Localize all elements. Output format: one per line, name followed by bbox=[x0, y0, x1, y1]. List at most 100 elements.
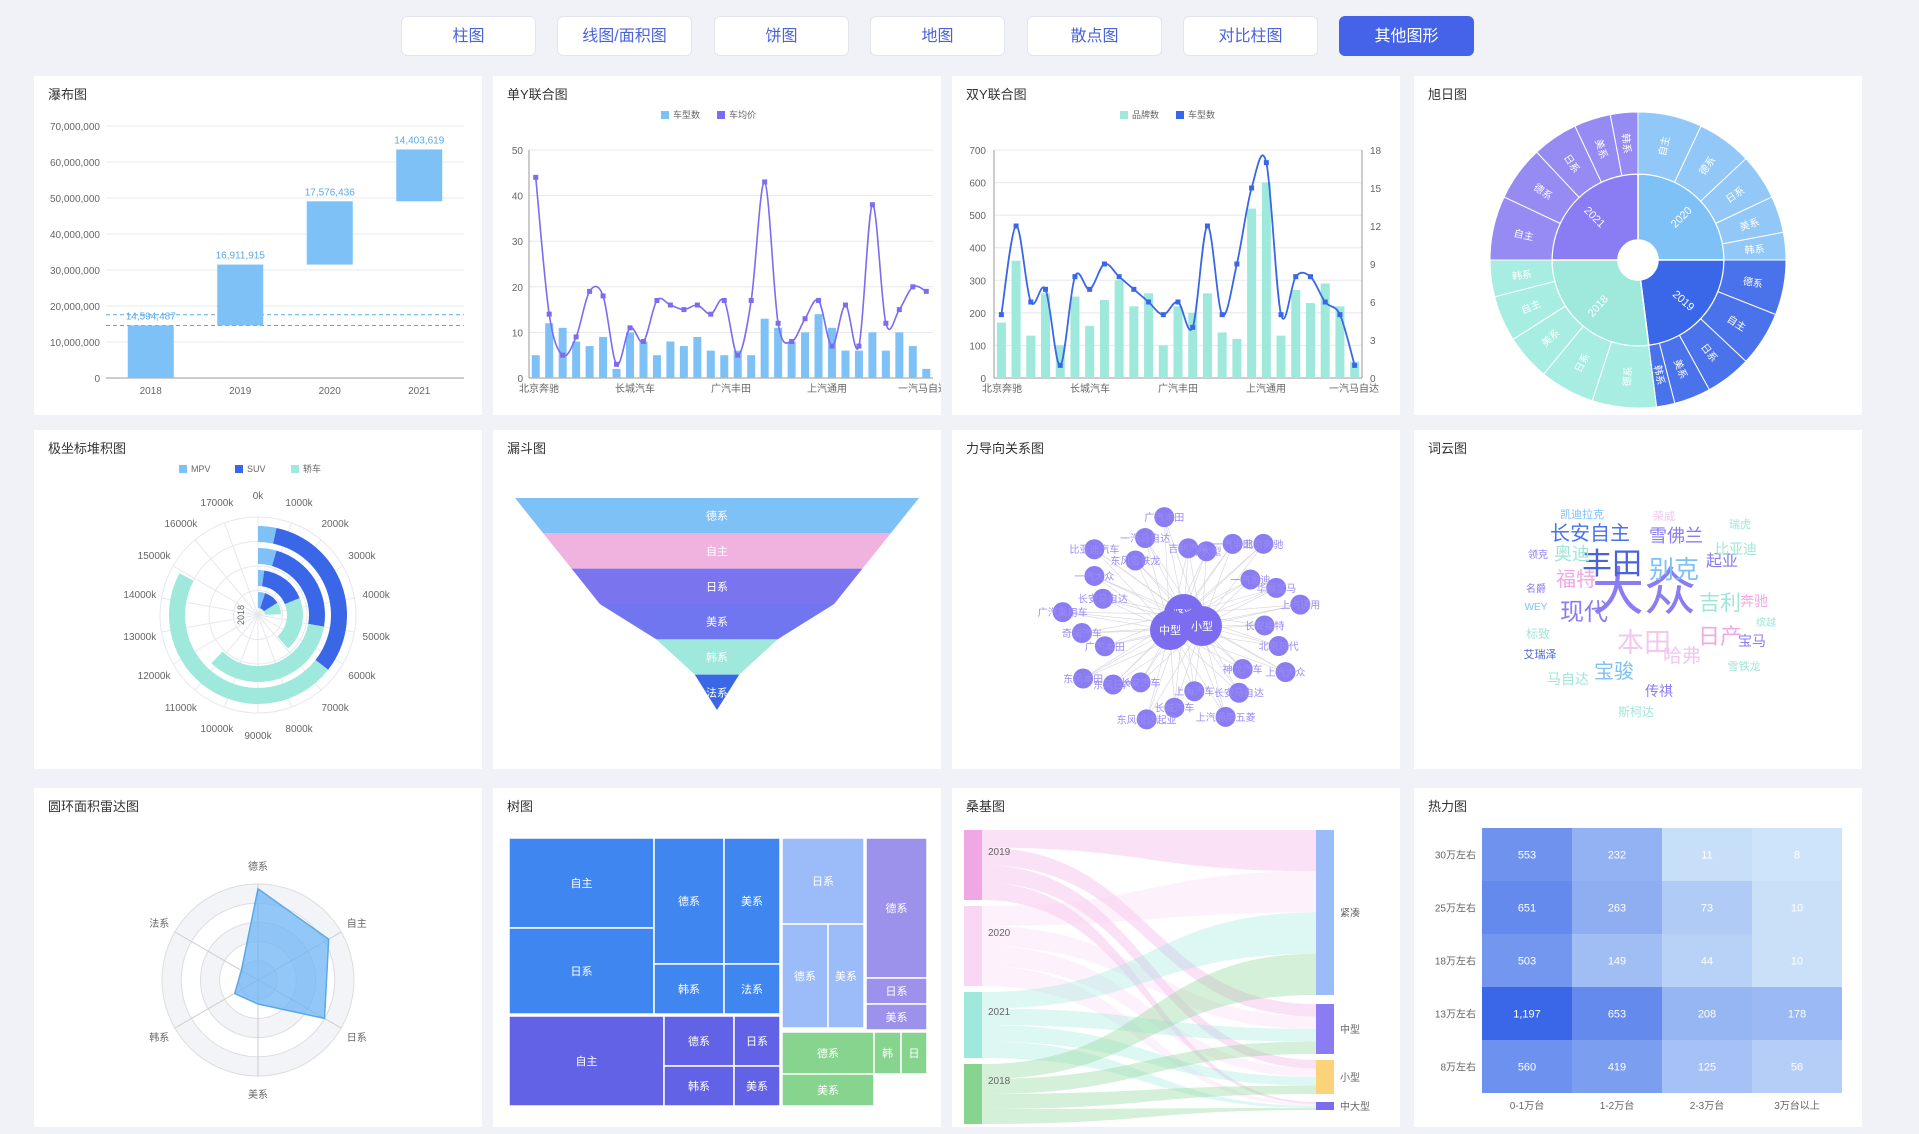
graph-node bbox=[1164, 697, 1185, 718]
dual-y-chart: 品牌数 车型数 0 100 200 300 400 500 600 700 0 3 6 9 12 15 18 北京… bbox=[969, 109, 1382, 395]
heatmap-cell bbox=[1662, 828, 1752, 881]
sankey-source-node bbox=[964, 992, 982, 1058]
graph-node-label: 上海汽车 bbox=[1174, 685, 1214, 698]
heatmap-cell bbox=[1572, 934, 1662, 987]
sankey-target-label: 中大型 bbox=[1340, 1100, 1370, 1113]
line-point bbox=[1278, 312, 1284, 318]
graph-node-label: 一汽马自达 bbox=[1120, 532, 1170, 545]
graph-node bbox=[1094, 636, 1115, 657]
graph-node bbox=[1103, 674, 1124, 695]
heatmap-cell bbox=[1662, 1040, 1752, 1093]
treemap-label: 美系 bbox=[835, 970, 857, 983]
treemap-label: 德系 bbox=[817, 1046, 839, 1060]
treemap-label: 美系 bbox=[817, 1084, 839, 1097]
tab-compare-bar[interactable]: 对比柱图 bbox=[1183, 16, 1318, 56]
graph-node-label: 长安马自达 bbox=[1078, 593, 1128, 606]
y-left-tick-label: 700 bbox=[969, 146, 986, 157]
funnel-segment bbox=[599, 604, 835, 640]
treemap-label: 日系 bbox=[746, 1035, 768, 1048]
line-point bbox=[1234, 261, 1240, 267]
x-tick-label: 2021 bbox=[408, 386, 431, 397]
treemap-label: 日系 bbox=[812, 875, 834, 888]
tab-scatter[interactable]: 散点图 bbox=[1027, 16, 1162, 56]
line-point bbox=[1146, 299, 1152, 305]
word: 标致 bbox=[1526, 627, 1550, 641]
graph-node bbox=[1073, 668, 1094, 689]
polar-bar-segment bbox=[262, 570, 300, 605]
bar bbox=[841, 350, 850, 378]
treemap-label: 日系 bbox=[571, 965, 593, 978]
card-title: 词云图 bbox=[1428, 441, 1468, 456]
bar bbox=[1247, 208, 1257, 378]
bar bbox=[652, 355, 661, 378]
word: 宝骏 bbox=[1594, 660, 1634, 683]
radar-indicator-label: 自主 bbox=[347, 917, 367, 930]
funnel-label: 美系 bbox=[706, 616, 728, 629]
series-line bbox=[534, 177, 927, 366]
treemap-cell bbox=[508, 837, 655, 929]
legend-label: SUV bbox=[247, 464, 266, 474]
x-tick-label: 广汽丰田 bbox=[711, 382, 751, 395]
radar-indicator-label: 韩系 bbox=[149, 1031, 169, 1044]
y-right-tick-label: 12 bbox=[1370, 222, 1382, 233]
treemap-cell bbox=[781, 923, 829, 1029]
treemap-label: 德系 bbox=[678, 894, 700, 908]
funnel-label: 日系 bbox=[706, 580, 728, 593]
word: 长安自主 bbox=[1550, 522, 1630, 545]
y-tick-label: 40 bbox=[512, 192, 524, 203]
tab-bar[interactable]: 柱图 bbox=[401, 16, 536, 56]
graph-node-label: 长安汽车 bbox=[1121, 676, 1161, 689]
line-point bbox=[667, 302, 673, 308]
angle-tick-label: 14000k bbox=[123, 590, 157, 601]
y-tick-label: 30,000,000 bbox=[50, 266, 100, 277]
sankey-target-label: 紧凑 bbox=[1340, 907, 1360, 920]
line-point bbox=[1204, 223, 1210, 229]
line-point bbox=[1219, 312, 1225, 318]
bar bbox=[868, 332, 877, 378]
angle-tick-label: 15000k bbox=[138, 551, 172, 562]
x-tick-label: 一汽马自达 bbox=[1329, 382, 1379, 395]
word: 丰田 bbox=[1582, 548, 1642, 581]
line-point bbox=[1160, 312, 1166, 318]
graph-node-label: 广汽乘用车 bbox=[1038, 606, 1088, 619]
heatmap-cell bbox=[1572, 1040, 1662, 1093]
graph-node-label: 一汽奥迪 bbox=[1230, 573, 1270, 586]
word: 吉利 bbox=[1699, 592, 1741, 615]
sunburst-outer-label: 德系 bbox=[1620, 366, 1635, 387]
bar bbox=[760, 318, 769, 378]
heatmap-cell-label: 653 bbox=[1608, 1009, 1626, 1021]
legend-swatch bbox=[1176, 111, 1184, 119]
legend-swatch bbox=[291, 465, 299, 473]
tab-pie[interactable]: 饼图 bbox=[714, 16, 849, 56]
bar bbox=[814, 314, 823, 378]
y-tick-label: 50,000,000 bbox=[50, 194, 100, 205]
word: WEY bbox=[1525, 602, 1548, 613]
word: 奥迪 bbox=[1554, 544, 1590, 564]
heatmap-cell-label: 208 bbox=[1698, 1009, 1716, 1021]
tab-map[interactable]: 地图 bbox=[870, 16, 1005, 56]
line-point bbox=[708, 311, 714, 317]
tab-line-area[interactable]: 线图/面积图 bbox=[557, 16, 692, 56]
line-point bbox=[775, 320, 781, 326]
tab-other[interactable]: 其他图形 bbox=[1339, 16, 1474, 56]
y-tick-label: 30 bbox=[512, 237, 524, 248]
card-title: 圆环面积雷达图 bbox=[48, 799, 140, 814]
graph-hub-label: 小型 bbox=[1191, 619, 1213, 633]
word: 瑞虎 bbox=[1729, 517, 1751, 531]
x-tick-label: 2020 bbox=[319, 386, 342, 397]
y-tick-label: 10,000,000 bbox=[50, 338, 100, 349]
line-point bbox=[533, 174, 539, 180]
bar bbox=[828, 327, 836, 378]
sunburst-outer-label: 德系 bbox=[1742, 274, 1764, 291]
y-tick-label: 40,000,000 bbox=[50, 230, 100, 241]
sankey-source-label: 2020 bbox=[988, 928, 1011, 939]
heatmap-cell-label: 73 bbox=[1701, 903, 1713, 915]
sankey-source-node bbox=[964, 1064, 982, 1124]
line-point bbox=[1087, 286, 1093, 292]
heatmap-col-label: 3万台以上 bbox=[1774, 1099, 1820, 1112]
treemap-cell bbox=[900, 1031, 928, 1075]
angle-tick-label: 17000k bbox=[201, 498, 235, 509]
treemap-label: 美系 bbox=[741, 895, 763, 908]
bar bbox=[1173, 306, 1183, 378]
sankey-link bbox=[982, 1008, 1316, 1042]
